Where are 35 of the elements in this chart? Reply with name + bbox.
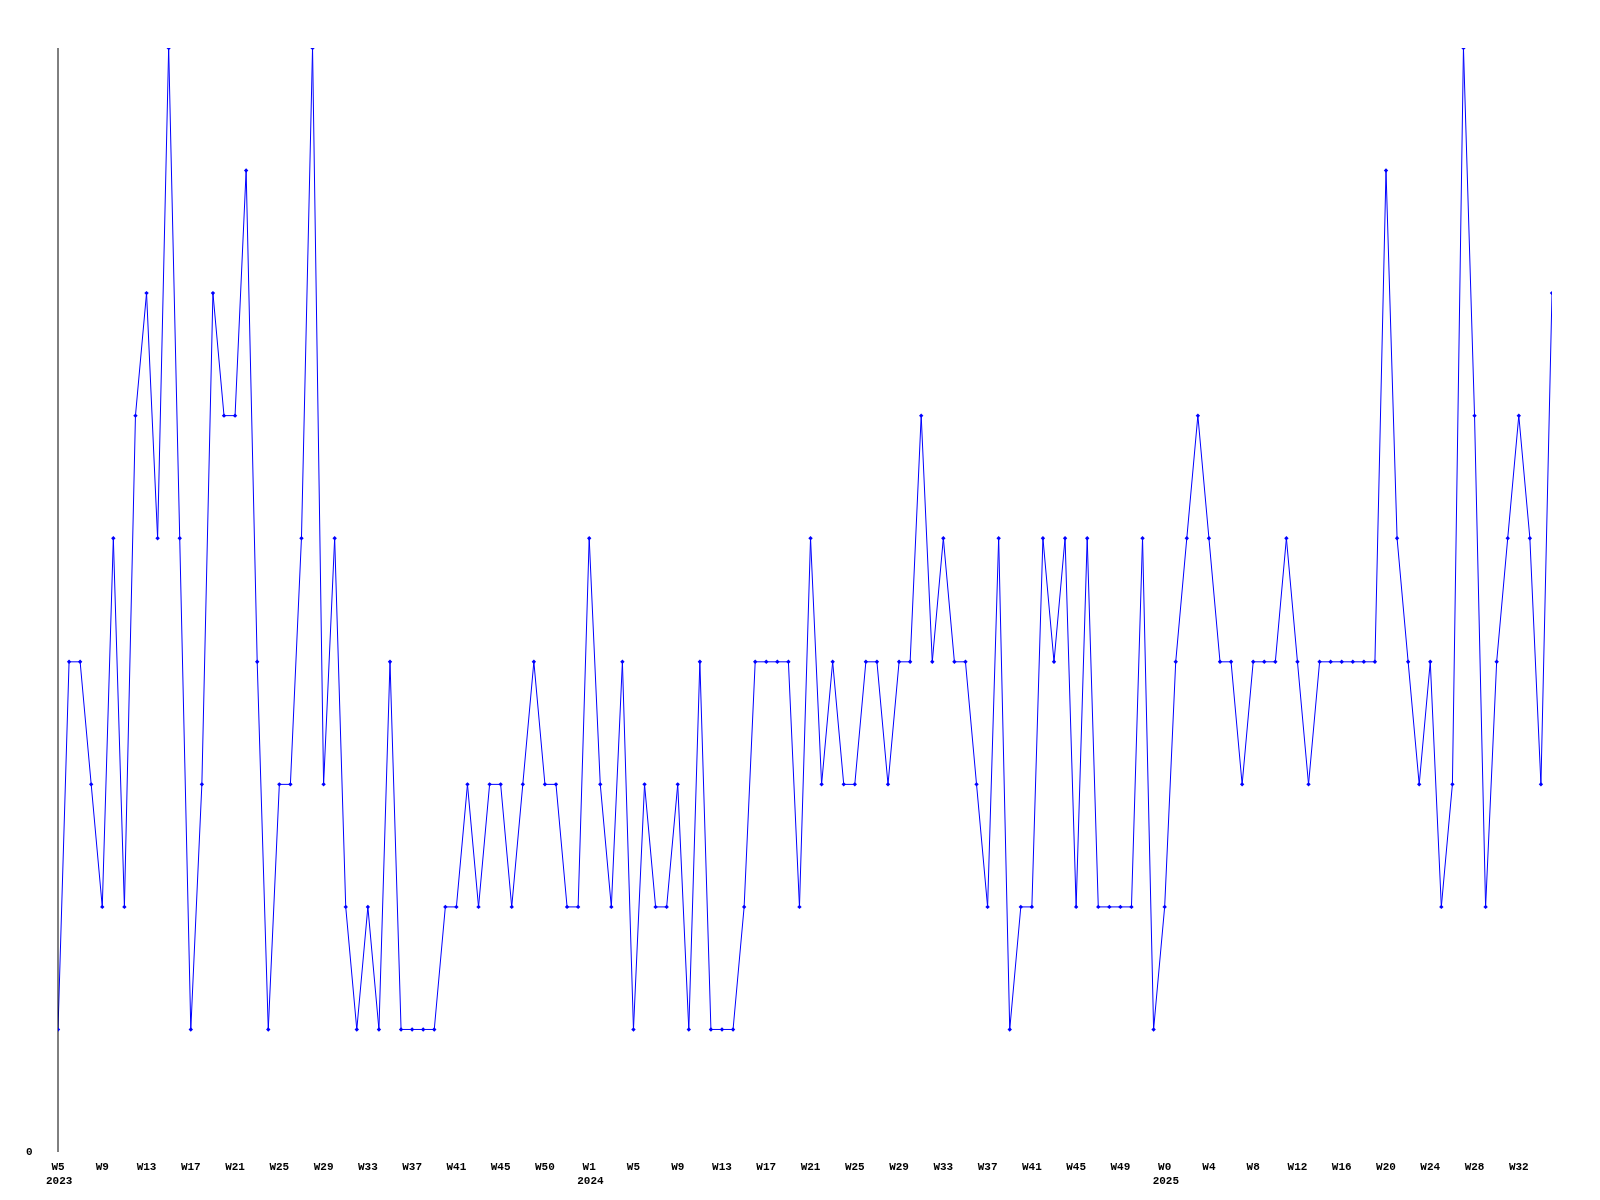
x-tick-label: W37 xyxy=(402,1161,423,1173)
x-tick-label: W25 xyxy=(269,1161,290,1173)
x-tick-label: W16 xyxy=(1331,1161,1352,1173)
x-tick-label: W9 xyxy=(95,1161,109,1173)
x-tick-label: W0 2025 xyxy=(1152,1161,1180,1187)
x-tick-label: W9 xyxy=(671,1161,685,1173)
x-tick-label: W24 xyxy=(1420,1161,1441,1173)
x-tick-label: W25 xyxy=(844,1161,866,1173)
x-tick-label: W12 xyxy=(1287,1161,1308,1173)
x-tick-label: W5 2023 xyxy=(46,1161,73,1187)
x-tick-label: W13 xyxy=(136,1161,157,1173)
x-tick-label: W32 xyxy=(1508,1161,1529,1173)
x-tick-label: W45 xyxy=(490,1161,511,1173)
x-tick-label: W20 xyxy=(1376,1161,1396,1173)
x-tick-label: W13 xyxy=(712,1161,733,1173)
x-tick-label: W45 xyxy=(1066,1161,1087,1173)
x-tick-label: W4 xyxy=(1202,1161,1216,1173)
x-tick-label: W49 xyxy=(1110,1161,1131,1173)
x-tick-label: W41 xyxy=(446,1161,467,1173)
x-tick-label: W17 xyxy=(756,1161,777,1173)
x-tick-label: W21 xyxy=(225,1161,246,1173)
x-tick-label: W33 xyxy=(933,1161,954,1173)
x-tick-label: W5 xyxy=(626,1161,641,1173)
x-tick-label: W21 xyxy=(800,1161,821,1173)
x-tick-label: W8 xyxy=(1246,1161,1261,1173)
x-tick-label: W33 xyxy=(357,1161,379,1173)
x-tick-label: W50 xyxy=(535,1161,555,1173)
x-tick-label: W1 2024 xyxy=(577,1161,604,1187)
x-tick-label: W29 xyxy=(313,1161,334,1173)
x-tick-label: W41 xyxy=(1021,1161,1043,1173)
x-tick-label: W37 xyxy=(977,1161,998,1173)
x-tick-label: W28 xyxy=(1464,1161,1485,1173)
x-tick-label: W17 xyxy=(180,1161,201,1173)
x-tick-label: W29 xyxy=(889,1161,909,1173)
text: 0 xyxy=(26,1146,33,1158)
